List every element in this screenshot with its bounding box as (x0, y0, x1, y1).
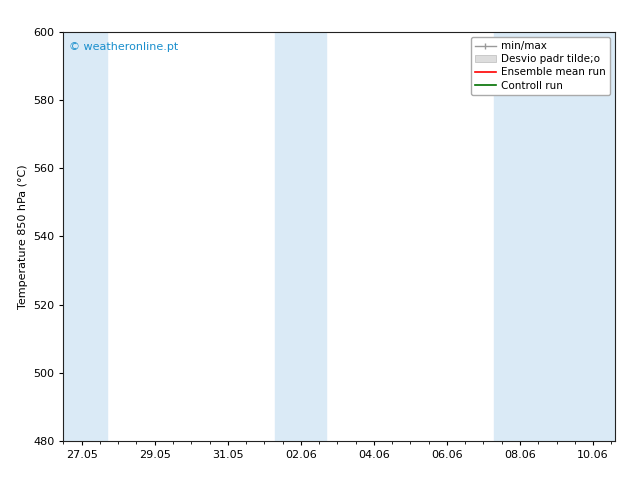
Bar (63, 32, 107, 441)
Bar (495, 32, 615, 441)
Y-axis label: Temperature 850 hPa (°C): Temperature 850 hPa (°C) (18, 164, 27, 309)
Legend: min/max, Desvio padr tilde;o, Ensemble mean run, Controll run: min/max, Desvio padr tilde;o, Ensemble m… (470, 37, 610, 95)
Bar (275, 32, 327, 441)
Text: © weatheronline.pt: © weatheronline.pt (69, 42, 178, 52)
